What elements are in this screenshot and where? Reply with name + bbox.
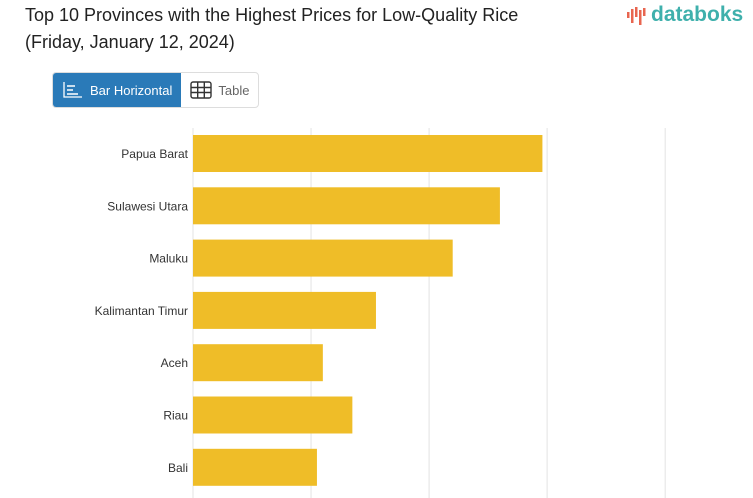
category-label: Kalimantan Timur bbox=[95, 304, 188, 318]
logo-bars-icon bbox=[627, 7, 646, 25]
category-label: Papua Barat bbox=[121, 147, 188, 161]
tab-label: Bar Horizontal bbox=[90, 82, 173, 98]
title-line-2: (Friday, January 12, 2024) bbox=[25, 32, 235, 52]
tab-table[interactable]: Table bbox=[181, 73, 258, 107]
bar-maluku bbox=[193, 239, 453, 277]
bar-papua-barat bbox=[193, 135, 543, 172]
bar-riau bbox=[193, 396, 353, 434]
tab-label: Table bbox=[218, 82, 250, 98]
title-line-1: Top 10 Provinces with the Highest Prices… bbox=[25, 5, 519, 25]
category-label: Sulawesi Utara bbox=[107, 199, 188, 213]
category-label: Bali bbox=[168, 461, 188, 475]
view-tabs: Bar Horizontal Table bbox=[52, 72, 260, 108]
table-icon bbox=[190, 81, 213, 99]
databoks-logo[interactable]: databoks bbox=[626, 3, 743, 27]
category-label: Aceh bbox=[161, 356, 188, 370]
bar-aceh bbox=[193, 344, 323, 382]
chart-title: Top 10 Provinces with the Highest Prices… bbox=[25, 2, 605, 56]
category-label: Riau bbox=[163, 409, 188, 423]
bar-kalimantan-timur bbox=[193, 291, 376, 329]
tab-bar-horizontal[interactable]: Bar Horizontal bbox=[53, 73, 182, 107]
category-label: Maluku bbox=[149, 252, 188, 266]
bar-sulawesi-utara bbox=[193, 187, 500, 225]
bar-bali bbox=[193, 448, 317, 486]
bar-chart-icon bbox=[63, 82, 82, 98]
logo-text: databoks bbox=[651, 3, 744, 26]
